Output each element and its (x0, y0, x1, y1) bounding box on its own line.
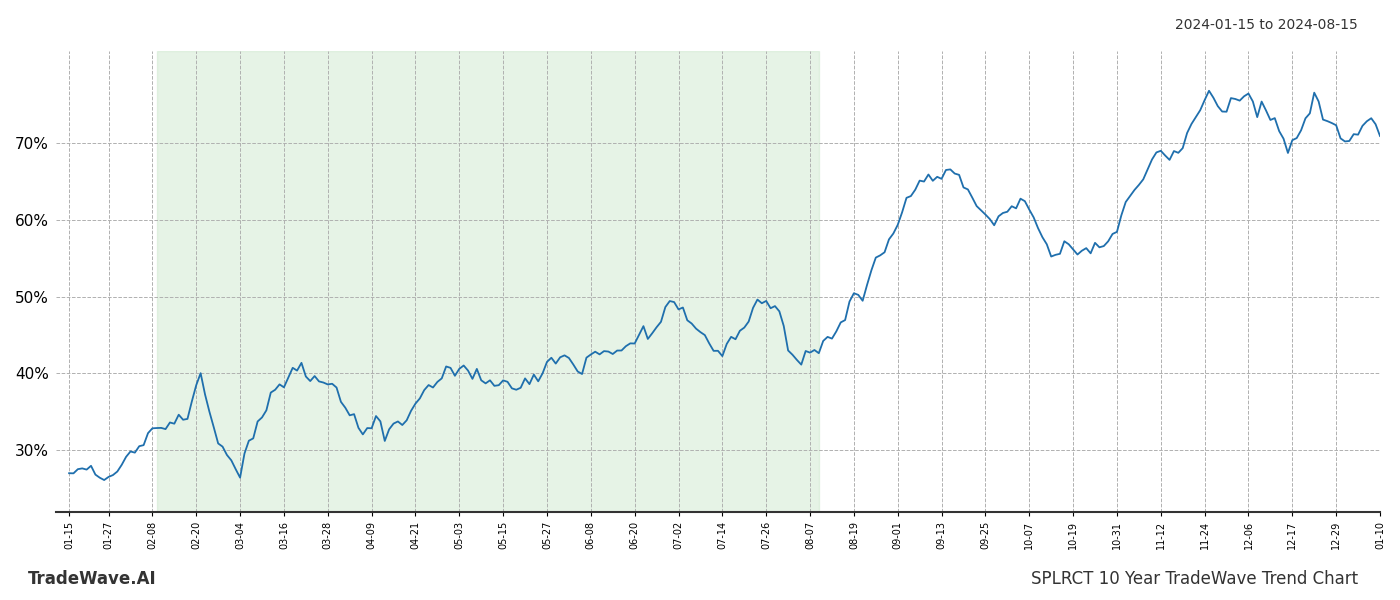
Text: 2024-01-15 to 2024-08-15: 2024-01-15 to 2024-08-15 (1175, 18, 1358, 32)
Bar (157, 51, 819, 512)
Text: SPLRCT 10 Year TradeWave Trend Chart: SPLRCT 10 Year TradeWave Trend Chart (1030, 570, 1358, 588)
Text: TradeWave.AI: TradeWave.AI (28, 570, 157, 588)
